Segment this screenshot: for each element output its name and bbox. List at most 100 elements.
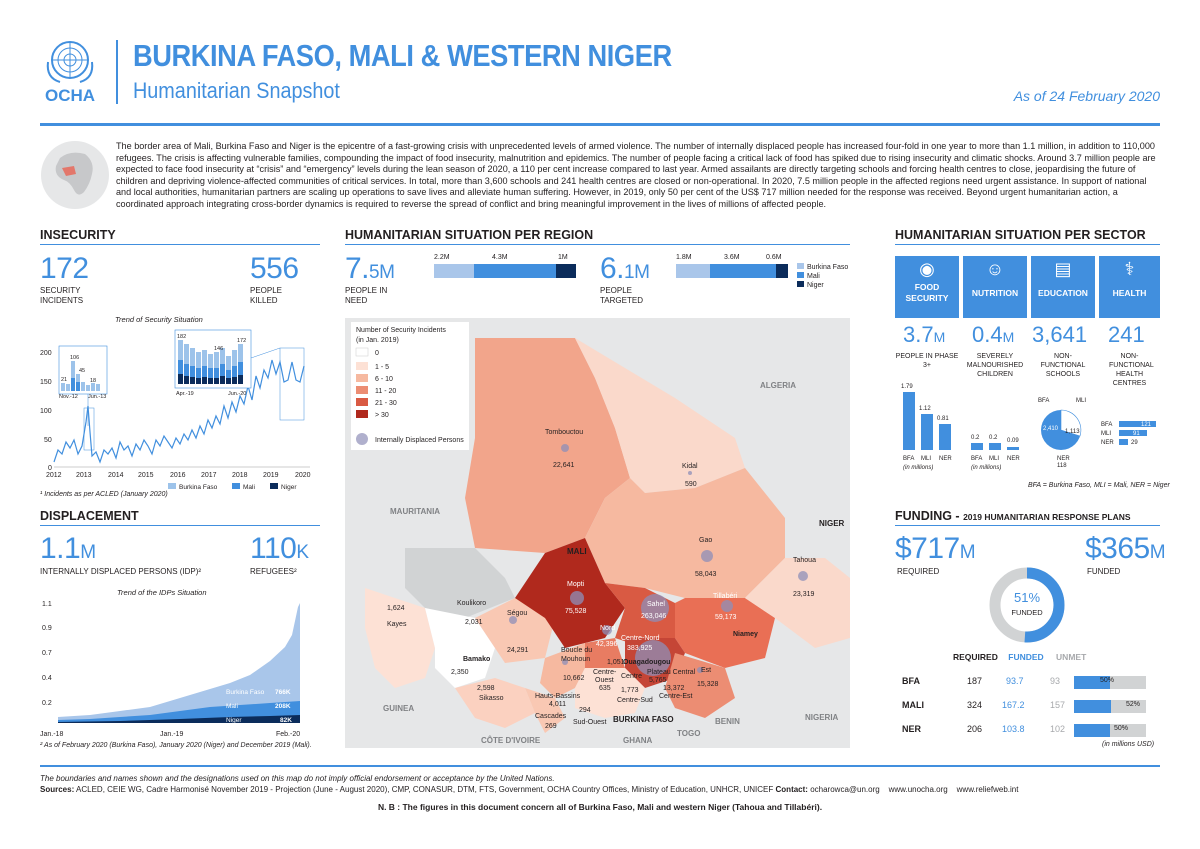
label-kidal: Kidal xyxy=(682,463,698,470)
rcl-bfa: Burkina Faso xyxy=(797,263,848,272)
region-hauts xyxy=(525,688,565,733)
funding-table-header: REQUIRED FUNDED UNMET xyxy=(953,652,1086,662)
label-ouaga-v: 1,051 xyxy=(607,659,625,666)
label-sikasso: Sikasso xyxy=(479,695,504,702)
x-tick-2017: 2017 xyxy=(201,472,217,479)
fr-mali-required: 324 xyxy=(967,700,983,710)
x-tick-2020: 2020 xyxy=(295,472,311,479)
sector-health-header: ⚕ HEALTH xyxy=(1099,256,1160,318)
sector-rule xyxy=(895,244,1160,245)
refugees-value: 110K xyxy=(250,532,309,566)
fr-bfa-required: 187 xyxy=(967,676,983,686)
idp-y-0.4: 0.4 xyxy=(42,675,52,682)
pin-label: PEOPLE IN NEED xyxy=(345,286,387,306)
fth-required: REQUIRED xyxy=(953,652,998,662)
label-cotedivoire: CÔTE D'IVOIRE xyxy=(481,736,541,745)
label-tombouctou-v: 22,641 xyxy=(553,462,575,469)
ocha-logo: OCHA xyxy=(40,38,100,105)
nutrition-name: NUTRITION xyxy=(971,288,1019,298)
ocha-wordmark: OCHA xyxy=(44,86,96,105)
funding-row-bfa: BFA 187 93.7 93 50% xyxy=(902,676,1160,690)
food-value: 3.7M xyxy=(903,322,945,348)
label-kayes-v: 1,624 xyxy=(387,605,405,612)
label-centrenord: Centre-Nord xyxy=(621,635,660,642)
sources-text: ACLED, CEIE WG, Cadre Harmonisé November… xyxy=(76,785,774,794)
pin-bar-niger xyxy=(556,264,576,278)
nutrition-icon: ☺ xyxy=(985,259,1005,279)
inset1-to: Jun.-13 xyxy=(88,394,106,400)
idp-chart-title: Trend of the IDPs Situation xyxy=(117,588,207,597)
sector-food-header: ◉ FOOD SECURITY xyxy=(895,256,959,318)
label-sudouest: Sud-Ouest xyxy=(573,719,607,726)
contact-email[interactable]: ocharowca@un.org xyxy=(810,785,880,794)
x-tick-2013: 2013 xyxy=(76,472,92,479)
y-tick-100: 100 xyxy=(40,408,52,415)
label-burkina: BURKINA FASO xyxy=(613,715,674,724)
health-bar-ner xyxy=(1119,439,1128,445)
map-legend-1: 1 - 5 xyxy=(375,364,389,371)
web-link-reliefweb[interactable]: www.reliefweb.int xyxy=(956,785,1019,794)
region-map: ALGERIA MAURITANIA NIGER MALI GUINEA CÔT… xyxy=(345,318,850,748)
health-name: HEALTH xyxy=(1112,288,1147,298)
target-bar-bfa xyxy=(676,264,710,278)
page-subtitle: Humanitarian Snapshot xyxy=(133,78,340,103)
health-v-bfa: 121 xyxy=(1141,422,1152,428)
label-tahoua-v: 23,319 xyxy=(793,591,815,598)
y-tick-150: 150 xyxy=(40,379,52,386)
web-link-unocha[interactable]: www.unocha.org xyxy=(888,785,948,794)
idp-bubble-centrenord xyxy=(635,640,671,676)
fr-mali-country: MALI xyxy=(902,700,924,710)
region-kidal xyxy=(575,338,745,493)
nutrition-label: SEVERELY MALNOURISHED CHILDREN xyxy=(966,353,1024,378)
pin-bar-mali xyxy=(474,264,556,278)
region-mopti xyxy=(515,538,625,648)
target-dec: 1M xyxy=(624,262,650,283)
food-icon: ◉ xyxy=(919,259,935,279)
rcl-bfa-label: Burkina Faso xyxy=(807,264,849,271)
idp-area-niger xyxy=(58,715,300,723)
label-segou: Ségou xyxy=(507,610,527,617)
idp-bubble-nord xyxy=(602,625,612,635)
fr-bfa-bar xyxy=(1074,676,1146,689)
label-koulikoro-v: 2,031 xyxy=(465,619,483,626)
fr-mali-unmet: 157 xyxy=(1050,700,1066,710)
fth-funded: FUNDED xyxy=(1008,652,1044,662)
footer-nb: N. B : The figures in this document conc… xyxy=(377,802,823,812)
label-ghana: GHANA xyxy=(623,736,653,745)
region-tillaberi xyxy=(675,598,775,668)
incidents-value: 172 xyxy=(40,252,89,285)
target-bar-mali xyxy=(710,264,776,278)
map-legend-4: 21 - 30 xyxy=(375,400,397,407)
idp-area-bfa xyxy=(58,603,300,723)
displacement-footnote-text: As of February 2020 (Burkina Faso), Janu… xyxy=(44,742,312,749)
security-trend-chart: 200 150 100 50 0 2012 2013 2014 2015 201… xyxy=(40,329,311,491)
food-bar-mli xyxy=(921,414,933,450)
rcl-mali: Mali xyxy=(797,272,848,281)
label-plateau: Plateau Central xyxy=(647,669,696,676)
idp-y-0.7: 0.7 xyxy=(42,650,52,657)
education-icon: ▤ xyxy=(1054,259,1072,279)
idp-x-jan18: Jan.-18 xyxy=(40,731,63,738)
header-divider xyxy=(116,40,118,104)
map-legend-idp: Internally Displaced Persons xyxy=(375,437,464,444)
target-label-2: TARGETED xyxy=(600,296,643,305)
incidents-label-2: INCIDENTS xyxy=(40,296,84,305)
target-bar-label-bfa: 1.8M xyxy=(676,254,692,261)
region-tombouctou xyxy=(465,338,630,553)
targeted-bar xyxy=(676,264,788,278)
pin-bar-label-niger: 1M xyxy=(558,254,568,261)
food-label: PEOPLE IN PHASE 3+ xyxy=(895,353,959,369)
refugees-label: REFUGEES² xyxy=(250,567,297,576)
food-bar-ner-v: 0.81 xyxy=(937,416,949,422)
sector-title: HUMANITARIAN SITUATION PER SECTOR xyxy=(895,228,1146,242)
nut-bar-mli-v: 0.2 xyxy=(989,435,998,441)
displacement-title: DISPLACEMENT xyxy=(40,509,139,523)
health-v-mli: 91 xyxy=(1133,431,1140,437)
displacement-footnote: ² As of February 2020 (Burkina Faso), Ja… xyxy=(40,742,312,749)
health-x-bfa: BFA xyxy=(1101,422,1112,428)
pin-bar xyxy=(434,264,576,278)
inset1-b: 106 xyxy=(70,355,79,361)
fth-unmet: UNMET xyxy=(1056,652,1087,662)
label-tillaberi: Tillabéri xyxy=(713,593,738,600)
footer-sources: Sources: ACLED, CEIE WG, Cadre Harmonisé… xyxy=(40,785,1018,794)
